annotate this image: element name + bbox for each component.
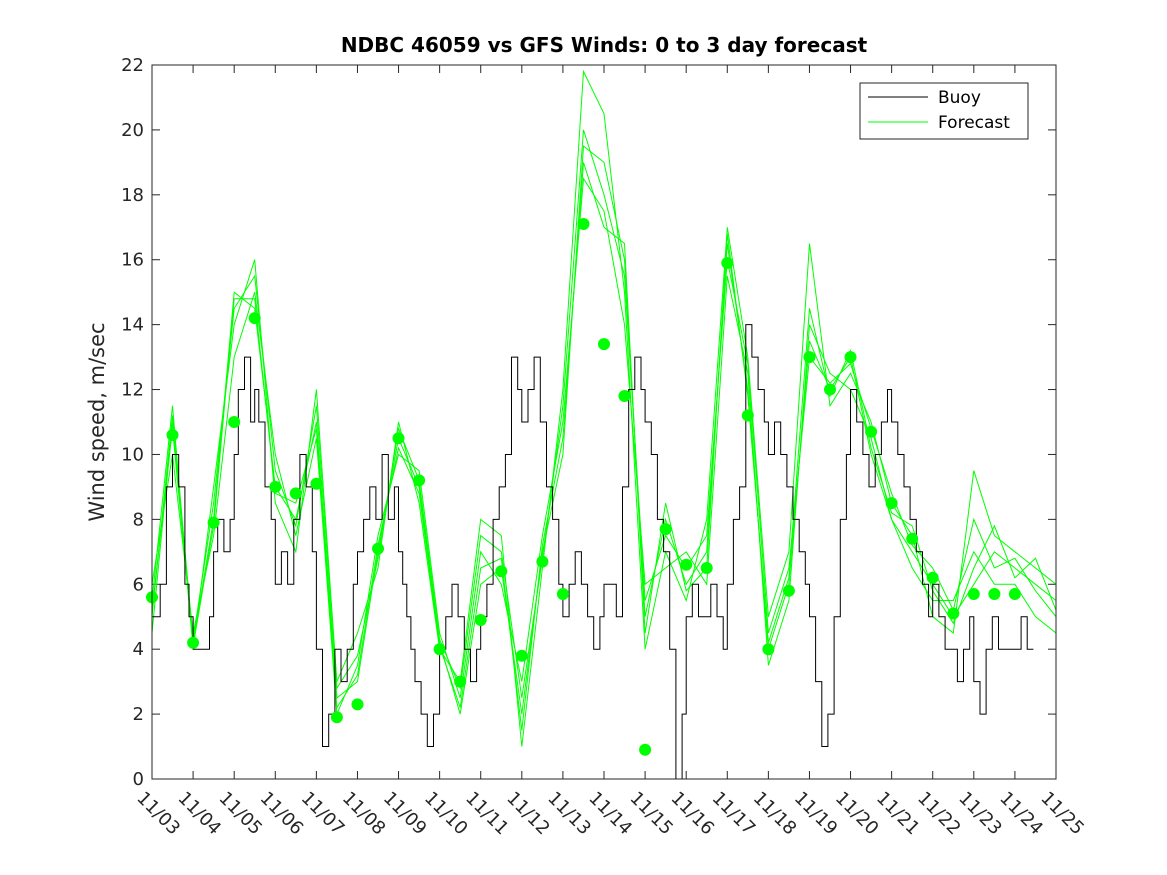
y-tick-label: 4 — [133, 639, 144, 660]
buoy-dot — [947, 607, 960, 620]
plot-frame — [151, 64, 1057, 780]
buoy-dot — [310, 477, 323, 490]
forecast-line — [151, 177, 1057, 715]
buoy-line-path — [152, 324, 1034, 780]
buoy-dot — [721, 257, 734, 269]
buoy-dot — [330, 711, 343, 724]
legend: Buoy Forecast — [859, 82, 1029, 140]
y-tick-label: 20 — [121, 120, 144, 141]
y-tick-label: 16 — [121, 250, 144, 271]
buoy-dot — [680, 558, 693, 571]
buoy-dot — [269, 480, 282, 493]
buoy-dot — [844, 351, 857, 364]
plot-area — [152, 65, 1056, 779]
y-axis-label: Wind speed, m/sec — [85, 322, 109, 521]
legend-buoy-label: Buoy — [938, 88, 981, 108]
legend-box — [859, 82, 1029, 140]
buoy-dot — [926, 571, 939, 584]
buoy-dot — [659, 523, 672, 536]
y-tick-label: 0 — [133, 769, 144, 790]
buoy-dot — [988, 588, 1001, 600]
y-tick-label: 10 — [121, 444, 144, 465]
buoy-line — [152, 324, 1034, 780]
buoy-dot — [166, 429, 179, 441]
buoy-dot — [906, 532, 919, 545]
y-tick-label: 12 — [121, 380, 144, 401]
forecast-line — [151, 162, 1057, 731]
buoy-dot — [495, 565, 508, 578]
buoy-dot — [433, 643, 446, 656]
buoy-dot — [515, 649, 528, 662]
buoy-dot — [187, 636, 200, 649]
buoy-dot — [289, 487, 302, 500]
buoy-dot — [413, 474, 426, 487]
buoy-dot — [782, 584, 795, 597]
buoy-dot — [598, 338, 610, 351]
chart-title: NDBC 46059 vs GFS Winds: 0 to 3 day fore… — [341, 33, 868, 57]
buoy-dot — [700, 562, 713, 574]
buoy-dot — [536, 555, 549, 568]
buoy-dot — [228, 416, 241, 428]
buoy-dot — [967, 588, 980, 600]
y-tick-label: 14 — [121, 315, 144, 336]
buoy-dot — [248, 312, 261, 325]
buoy-dot — [577, 218, 590, 230]
buoy-dot — [454, 675, 467, 688]
forecast-lines — [151, 69, 1057, 747]
y-tick-label: 8 — [133, 509, 144, 530]
buoy-dot — [824, 383, 836, 396]
forecast-line — [151, 129, 1057, 698]
buoy-dot — [351, 698, 364, 711]
buoy-dot — [207, 516, 220, 529]
y-tick-label: 18 — [121, 185, 144, 206]
buoy-dot — [741, 409, 754, 422]
buoy-dot — [639, 743, 652, 756]
buoy-dot — [885, 497, 898, 510]
y-tick-label: 6 — [133, 574, 144, 595]
buoy-dot — [372, 542, 384, 555]
y-tick-label: 22 — [121, 55, 144, 76]
forecast-line — [151, 69, 1057, 747]
buoy-dot — [803, 351, 816, 364]
buoy-dot — [1008, 588, 1021, 600]
buoy-dot — [556, 588, 569, 600]
y-tick-label: 2 — [133, 704, 144, 725]
buoy-dot — [392, 432, 405, 445]
legend-forecast-label: Forecast — [938, 113, 1010, 133]
buoy-dot — [762, 643, 775, 656]
buoy-dot — [474, 614, 487, 626]
buoy-dot — [618, 390, 631, 402]
buoy-dot — [865, 425, 878, 438]
